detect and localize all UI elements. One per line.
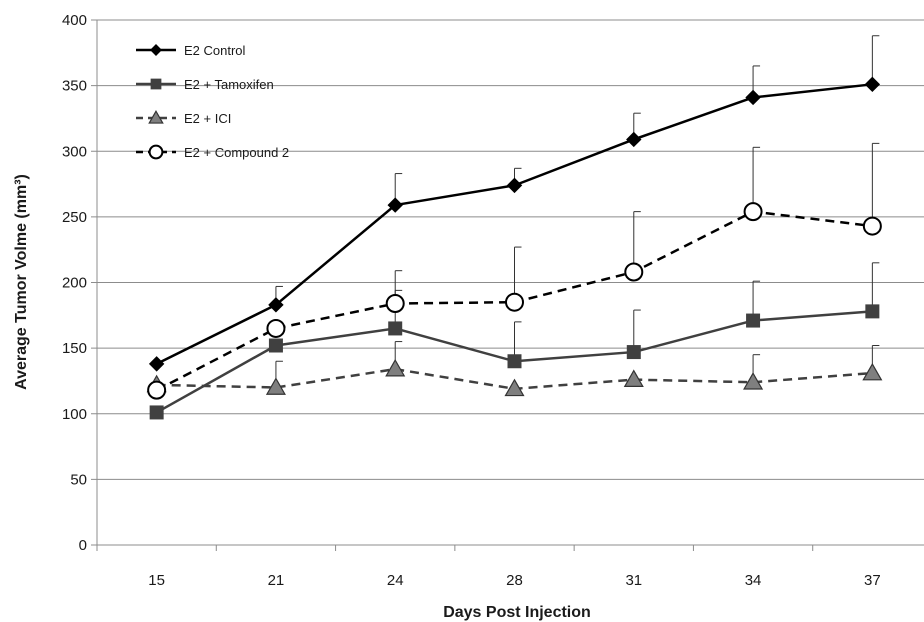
x-tick-label: 37 (864, 572, 881, 589)
axes: 0 50 100 150 200 250 300 350 400 15 21 24 28 31 34 37 (62, 12, 924, 589)
marker-e2-compound-2 (266, 318, 286, 338)
x-tick-label: 34 (745, 572, 762, 589)
legend-marker-e2-ici (148, 110, 164, 124)
marker-e2-tamoxifen (149, 405, 164, 420)
y-axis-title: Average Tumor Volme (mm³) (13, 174, 30, 390)
marker-e2-control (506, 177, 523, 194)
y-tick-label: 0 (79, 537, 87, 554)
y-tick-label: 400 (62, 12, 87, 29)
marker-e2-tamoxifen (268, 338, 283, 353)
marker-e2-tamoxifen (388, 321, 403, 336)
marker-e2-ici (623, 369, 644, 387)
marker-e2-ici (862, 362, 883, 381)
marker-e2-ici (385, 358, 406, 377)
y-tick-label: 300 (62, 143, 87, 160)
y-tick-label: 50 (70, 471, 87, 488)
marker-e2-compound-2 (385, 294, 405, 313)
marker-e2-tamoxifen (507, 354, 522, 369)
marker-e2-control (626, 131, 642, 148)
series-markers (146, 76, 883, 420)
legend-label-e2-tamoxifen: E2 + Tamoxifen (184, 77, 274, 92)
x-axis-title: Days Post Injection (443, 604, 591, 621)
x-tick-label: 24 (387, 572, 404, 589)
marker-e2-tamoxifen (746, 313, 761, 328)
x-tick-label: 28 (506, 572, 523, 589)
legend-marker-e2-compound-2 (148, 144, 164, 160)
marker-e2-ici (265, 377, 286, 395)
error-bars (275, 35, 880, 388)
y-tick-label: 250 (62, 209, 87, 226)
marker-e2-tamoxifen (626, 345, 641, 360)
marker-e2-control (745, 89, 761, 106)
marker-e2-control (387, 197, 403, 213)
legend-label-e2-ici: E2 + ICI (184, 111, 231, 126)
y-tick-label: 200 (62, 275, 87, 292)
x-tick-label: 15 (148, 572, 165, 589)
marker-e2-ici (504, 378, 525, 397)
marker-e2-tamoxifen (865, 304, 880, 319)
legend-marker-e2-control (150, 44, 162, 56)
marker-e2-control (864, 76, 881, 93)
x-tick-label: 21 (268, 572, 285, 589)
legend: E2 Control E2 + Tamoxifen E2 + ICI E2 + Com… (136, 43, 289, 160)
y-tick-label: 100 (62, 406, 87, 423)
marker-e2-control (148, 356, 165, 372)
marker-e2-compound-2 (147, 380, 167, 400)
marker-e2-compound-2 (743, 202, 763, 222)
legend-marker-e2-tamoxifen (150, 78, 162, 90)
legend-label-e2-control: E2 Control (184, 43, 246, 58)
x-tick-label: 31 (625, 572, 642, 589)
y-tick-label: 150 (62, 340, 87, 357)
marker-e2-compound-2 (505, 292, 524, 312)
marker-e2-ici (743, 372, 764, 390)
marker-e2-compound-2 (862, 216, 882, 236)
marker-e2-compound-2 (624, 262, 644, 282)
marker-e2-control (268, 297, 284, 313)
y-tick-label: 350 (62, 78, 87, 95)
legend-label-e2-compound-2: E2 + Compound 2 (184, 145, 289, 160)
